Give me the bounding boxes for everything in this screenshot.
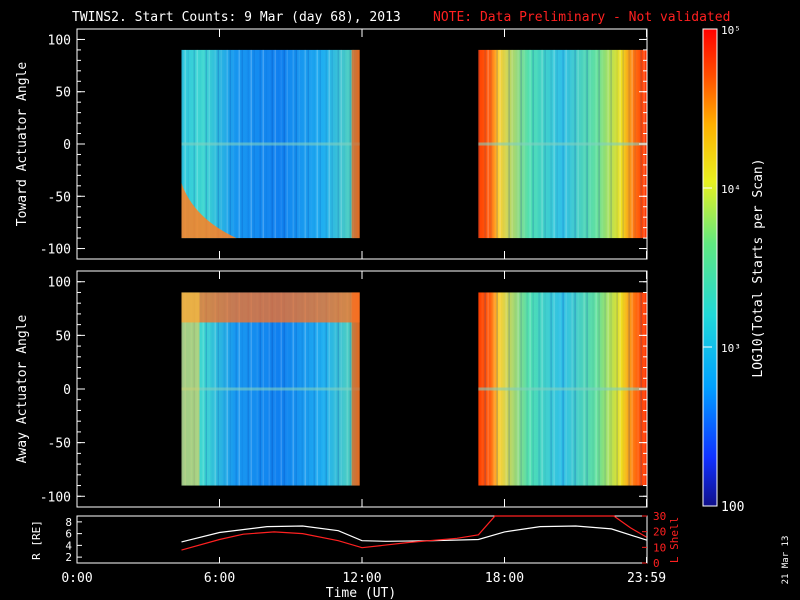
y-tick-label: 50 [55, 86, 71, 101]
y-tick-label: 4 [65, 539, 72, 552]
y-tick-label: -50 [48, 437, 71, 452]
orbit-series-line [181, 525, 647, 543]
y2-ticks: 30 20 10 0 [642, 510, 666, 570]
y-tick-label: 100 [48, 33, 71, 48]
r-axis-label: R [RE] [30, 520, 43, 560]
away-angle-panel: 100 50 0 -50 -100 Away Actuator Angle [15, 270, 648, 508]
y-tick-label: 2 [65, 551, 72, 564]
y-tick-label: -50 [48, 190, 71, 205]
x-tick-label: 12:00 [342, 571, 381, 586]
heatmap-edge-band [351, 49, 360, 239]
colorbar-tick-label: 10⁴ [721, 183, 741, 196]
y-tick-label: 8 [65, 516, 72, 529]
x-tick-label: 18:00 [485, 571, 524, 586]
y-axis-label: Toward Actuator Angle [15, 62, 30, 227]
y2-tick-label: 10 [653, 541, 666, 554]
y2-tick-label: 30 [653, 510, 666, 523]
date-stamp: 21 Mar 13 [781, 536, 791, 585]
y-tick-label: -100 [40, 243, 71, 258]
y2-tick-label: 20 [653, 526, 666, 539]
colorbar: 100 10³ 10⁴ 10⁵ LOG10(Total Starts per Scan… [702, 24, 766, 515]
chart-title: TWINS2. Start Counts: 9 Mar (day 68), 20… [72, 10, 401, 25]
x-ticks: 0:00 6:00 12:00 18:00 23:59 [61, 557, 666, 586]
zero-angle-band [478, 142, 647, 146]
colorbar-label: LOG10(Total Starts per Scan) [751, 158, 766, 377]
heatmap-hot-region [181, 183, 237, 239]
colorbar-tick-label: 10³ [721, 342, 741, 355]
orbit-series-line [181, 515, 647, 551]
colorbar-ticks: 100 10³ 10⁴ 10⁵ [703, 24, 744, 515]
panel-frame [76, 515, 648, 564]
x-tick-label: 23:59 [627, 571, 666, 586]
y-tick-label: 6 [65, 528, 72, 541]
heatmap-hot-region [181, 292, 360, 323]
y2-tick-label: 0 [653, 557, 660, 570]
x-tick-label: 6:00 [204, 571, 235, 586]
colorbar-tick-label: 100 [721, 500, 744, 515]
heatmap-edge-band [181, 292, 200, 486]
x-axis-label: Time (UT) [326, 586, 396, 600]
y-tick-label: -100 [40, 490, 71, 505]
toward-angle-panel: 100 50 0 -50 -100 Toward Actuator Angle [15, 28, 648, 260]
y-tick-label: 0 [63, 383, 71, 398]
y-tick-label: 0 [63, 138, 71, 153]
y-tick-label: 50 [55, 329, 71, 344]
y-tick-label: 100 [48, 276, 71, 291]
zero-angle-band [478, 387, 647, 391]
y-axis-label: Away Actuator Angle [15, 314, 30, 463]
x-tick-label: 0:00 [61, 571, 92, 586]
zero-angle-band [181, 142, 360, 146]
y-ticks: 100 50 0 -50 -100 [40, 271, 648, 507]
y-ticks: 100 50 0 -50 -100 [40, 29, 648, 259]
colorbar-gradient [702, 28, 718, 507]
orbit-lines [181, 515, 647, 551]
heatmap-edge-band [351, 292, 360, 486]
lshell-axis-label: L Shell [668, 517, 681, 563]
heatmap-data [181, 292, 647, 486]
colorbar-tick-label: 10⁵ [721, 24, 741, 37]
heatmap-data [181, 49, 647, 239]
zero-angle-band [181, 387, 360, 391]
preliminary-note: NOTE: Data Preliminary - Not validated [433, 10, 730, 25]
